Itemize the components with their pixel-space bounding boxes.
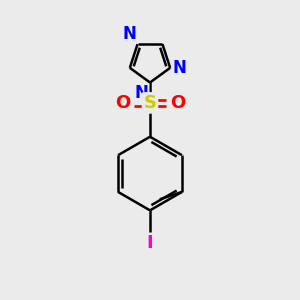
Text: N: N: [122, 25, 136, 43]
Text: I: I: [147, 234, 153, 252]
Text: O: O: [170, 94, 185, 112]
Text: N: N: [135, 84, 148, 102]
Text: O: O: [115, 94, 130, 112]
Text: S: S: [143, 94, 157, 112]
Text: N: N: [172, 59, 186, 77]
